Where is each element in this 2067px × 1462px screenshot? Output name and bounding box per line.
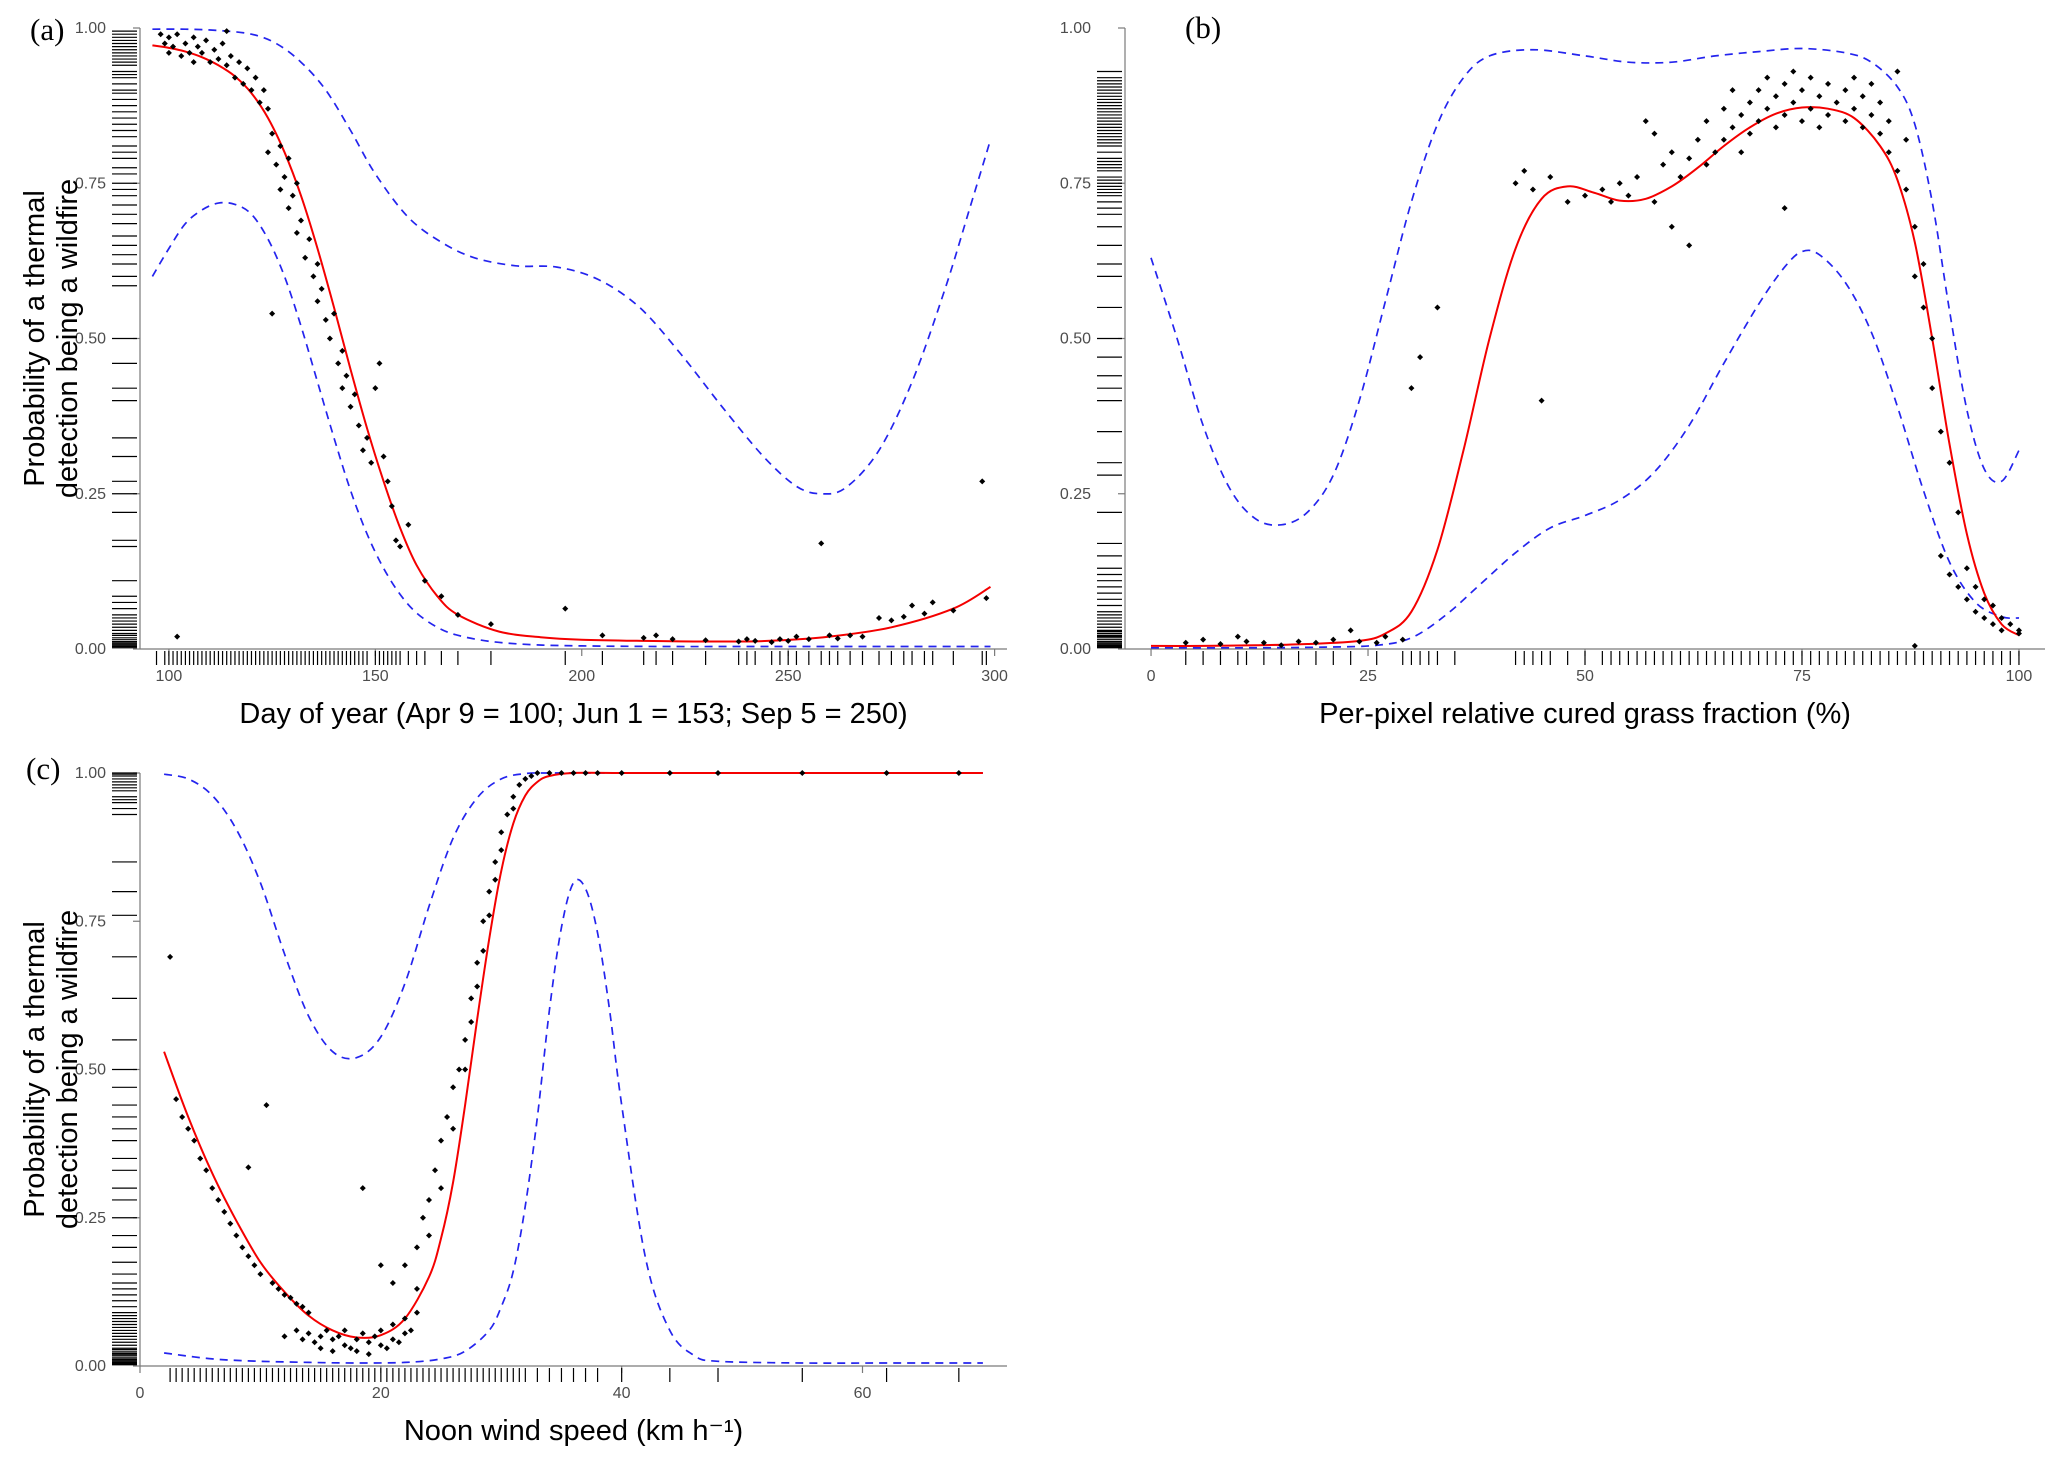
svg-text:75: 75 xyxy=(1793,668,1811,685)
svg-text:40: 40 xyxy=(613,1385,631,1402)
svg-text:300: 300 xyxy=(981,668,1008,685)
svg-text:0: 0 xyxy=(136,1385,145,1402)
svg-text:150: 150 xyxy=(362,668,389,685)
svg-text:60: 60 xyxy=(854,1385,872,1402)
chart-a-day-of-year: 100 150 200 250 300 0.00 0.25 0.50 0.75 1.00 Day o… xyxy=(19,20,1008,730)
panel-b-label: (b) xyxy=(1185,10,1222,45)
chart-c-noon-wind-speed: 0 20 40 60 0.00 0.25 0.50 0.75 1.00 Noon wind spe… xyxy=(19,765,1007,1447)
svg-text:20: 20 xyxy=(372,1385,390,1402)
svg-text:0.25: 0.25 xyxy=(75,1210,106,1227)
svg-text:1.00: 1.00 xyxy=(75,765,106,782)
svg-text:0.00: 0.00 xyxy=(75,1358,106,1375)
svg-text:0.25: 0.25 xyxy=(75,486,106,503)
svg-text:0.00: 0.00 xyxy=(1060,641,1091,658)
svg-text:Day of year (Apr 9 = 100; Jun: Day of year (Apr 9 = 100; Jun 1 = 153; S… xyxy=(239,698,907,730)
svg-text:0.00: 0.00 xyxy=(75,641,106,658)
svg-text:100: 100 xyxy=(156,668,183,685)
panel-a: (a) 100 150 200 250 300 0.00 0.25 0.50 0.75 1.00 D… xyxy=(0,0,1033,745)
svg-text:Probability of a thermaldetect: Probability of a thermaldetection being … xyxy=(19,179,84,498)
svg-text:50: 50 xyxy=(1576,668,1594,685)
svg-text:1.00: 1.00 xyxy=(1060,20,1091,37)
chart-b-cured-grass-fraction: 0 25 50 75 100 0.00 0.25 0.50 0.75 1.00 Per-pixel … xyxy=(1060,20,2045,730)
svg-text:0.50: 0.50 xyxy=(1060,331,1091,348)
svg-text:0.50: 0.50 xyxy=(75,331,106,348)
svg-text:100: 100 xyxy=(2006,668,2033,685)
svg-text:0.50: 0.50 xyxy=(75,1062,106,1079)
svg-text:200: 200 xyxy=(568,668,595,685)
svg-text:Per-pixel relative cured grass: Per-pixel relative cured grass fraction … xyxy=(1319,698,1851,730)
svg-text:1.00: 1.00 xyxy=(75,20,106,37)
svg-text:25: 25 xyxy=(1359,668,1377,685)
svg-text:250: 250 xyxy=(775,668,802,685)
svg-text:Probability of a thermaldetect: Probability of a thermaldetection being … xyxy=(19,910,84,1229)
svg-text:Noon wind speed (km h⁻¹): Noon wind speed (km h⁻¹) xyxy=(404,1415,743,1447)
svg-text:0.25: 0.25 xyxy=(1060,486,1091,503)
svg-text:0.75: 0.75 xyxy=(1060,175,1091,192)
panel-a-label: (a) xyxy=(30,12,65,47)
svg-text:0.75: 0.75 xyxy=(75,175,106,192)
svg-text:0.75: 0.75 xyxy=(75,913,106,930)
panel-b: (b) 0 25 50 75 100 0.00 0.25 0.50 0.75 1.00 Per-pi… xyxy=(1033,0,2067,745)
panel-c: (c) 0 20 40 60 0.00 0.25 0.50 0.75 1.00 Noon wind… xyxy=(0,745,1033,1462)
svg-text:0: 0 xyxy=(1147,668,1156,685)
panel-c-label: (c) xyxy=(26,751,61,786)
